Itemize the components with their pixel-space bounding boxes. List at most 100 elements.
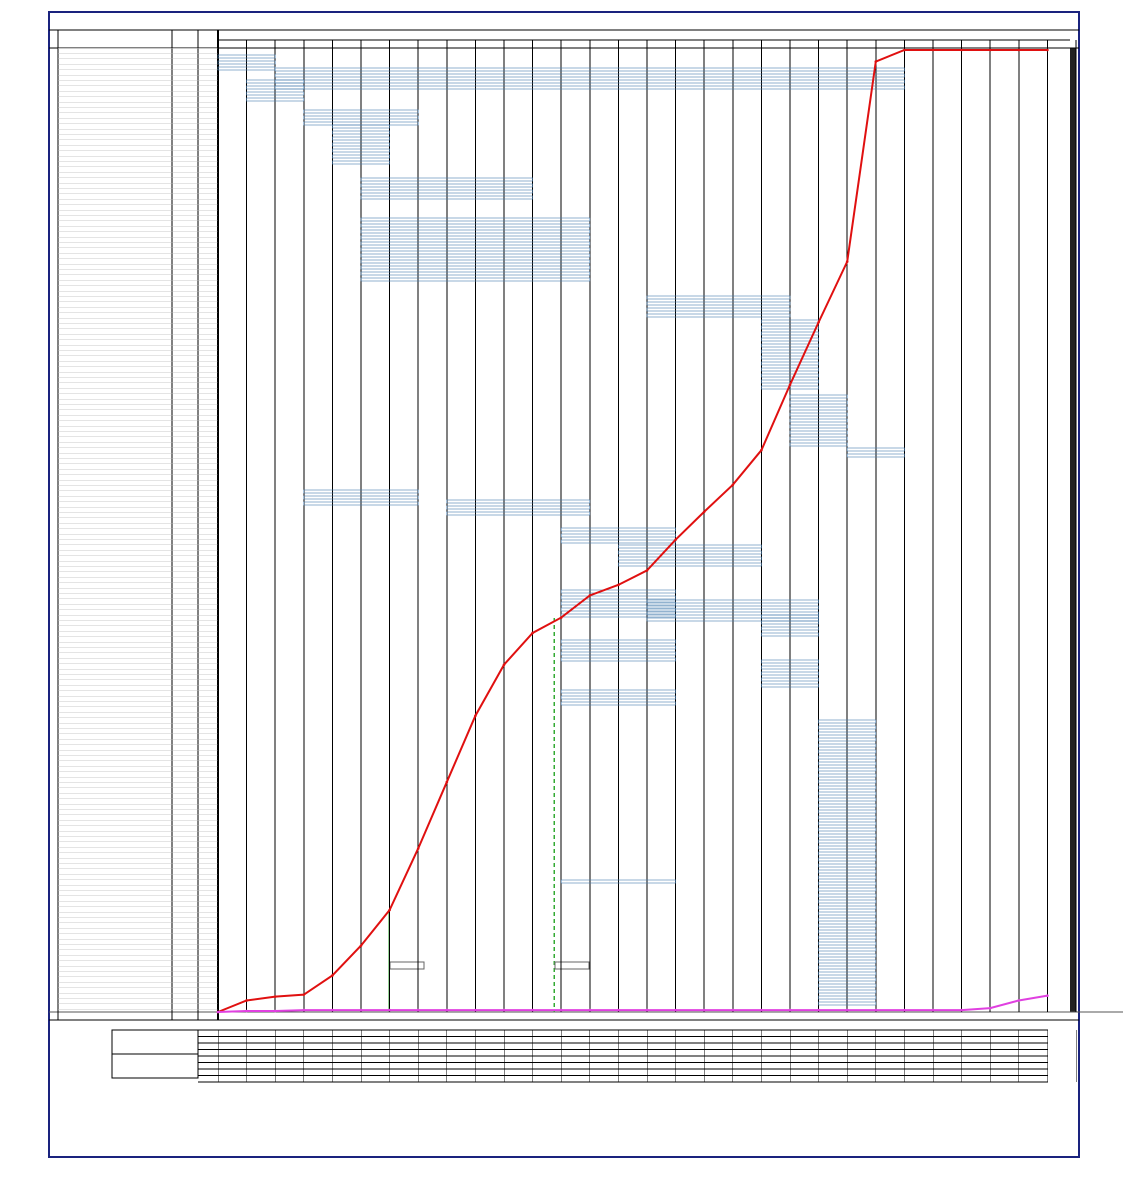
task-bar	[818, 935, 877, 940]
task-bar	[818, 767, 877, 772]
task-bar	[246, 97, 305, 102]
task-bar	[818, 833, 877, 838]
task-bar	[360, 223, 591, 228]
curve-point	[331, 1008, 334, 1012]
curve-point	[302, 993, 306, 996]
task-bar	[303, 495, 419, 500]
curve-point	[988, 1006, 992, 1010]
task-bar	[818, 785, 877, 790]
task-bar	[818, 737, 877, 742]
task-bar	[360, 259, 591, 264]
marker-box	[554, 961, 590, 970]
curve-point	[1017, 999, 1021, 1002]
curve-point	[674, 1008, 677, 1012]
task-bar	[560, 595, 676, 600]
task-bar	[646, 617, 819, 622]
marker-box	[389, 961, 425, 970]
curve-point	[588, 1008, 592, 1012]
task-bar	[560, 657, 676, 662]
task-bar	[646, 301, 791, 306]
task-bar	[761, 343, 819, 348]
sheet-frame	[48, 11, 1080, 1158]
task-bar	[818, 827, 877, 832]
task-bar	[332, 160, 390, 165]
task-bar	[274, 73, 905, 78]
task-bar	[818, 839, 877, 844]
task-bar	[303, 489, 419, 494]
curve-point	[874, 60, 878, 63]
task-bar	[818, 989, 877, 994]
task-bar	[818, 731, 877, 736]
task-bar	[360, 235, 591, 240]
task-bar	[761, 373, 819, 378]
task-bar	[818, 959, 877, 964]
task-bar	[560, 879, 676, 884]
curve-point	[760, 448, 763, 452]
curve-point	[588, 594, 592, 597]
task-bar	[818, 971, 877, 976]
task-bar	[646, 599, 819, 604]
task-bar	[818, 875, 877, 880]
curve-point	[273, 1009, 277, 1013]
task-bar	[818, 857, 877, 862]
task-bar	[446, 511, 591, 516]
task-bar	[332, 148, 390, 153]
task-bar	[818, 719, 877, 724]
curve-point	[502, 1008, 506, 1012]
curve-point	[788, 1008, 792, 1012]
task-bar	[618, 550, 762, 555]
curve-point	[817, 320, 820, 324]
curve-point	[1017, 48, 1021, 52]
curve-point	[388, 908, 391, 912]
task-bar	[789, 424, 848, 429]
curve-point	[502, 663, 506, 667]
curve-point	[845, 1008, 849, 1012]
task-bar	[789, 400, 848, 405]
task-bar	[446, 499, 591, 504]
task-bar	[761, 665, 819, 670]
task-bar	[560, 639, 676, 644]
task-bar	[761, 331, 819, 336]
task-bar	[818, 911, 877, 916]
task-bar	[818, 905, 877, 910]
curve-point	[302, 1008, 306, 1012]
task-bar	[560, 527, 676, 532]
task-bar	[560, 533, 676, 538]
task-bar	[818, 869, 877, 874]
task-bar	[761, 614, 819, 619]
task-bar	[818, 725, 877, 730]
curve-point	[359, 1008, 363, 1012]
curve-point	[388, 1008, 391, 1012]
curves	[216, 48, 1049, 1014]
task-bar	[446, 505, 591, 510]
task-bar	[789, 436, 848, 441]
task-bar	[761, 677, 819, 682]
curve-point	[559, 616, 563, 619]
task-bar	[818, 965, 877, 970]
task-bar	[761, 659, 819, 664]
curve-point	[645, 1008, 649, 1012]
task-bar	[360, 247, 591, 252]
task-bar	[818, 821, 877, 826]
task-bar	[818, 797, 877, 802]
curve-point	[845, 260, 849, 263]
task-bar	[646, 611, 819, 616]
task-bar	[217, 60, 276, 65]
task-bar	[818, 851, 877, 856]
task-bar	[818, 749, 877, 754]
task-bar	[646, 295, 791, 300]
task-bar	[818, 809, 877, 814]
curve-point	[731, 1008, 735, 1012]
task-bar	[818, 893, 877, 898]
task-bar	[761, 632, 819, 637]
task-bar	[303, 115, 419, 120]
curve-point	[702, 510, 706, 514]
task-bar	[360, 183, 533, 188]
task-bar	[560, 613, 676, 618]
curve-point	[960, 1008, 963, 1012]
task-bar	[818, 779, 877, 784]
task-bar	[560, 601, 676, 606]
task-bar	[818, 815, 877, 820]
task-bar	[818, 791, 877, 796]
